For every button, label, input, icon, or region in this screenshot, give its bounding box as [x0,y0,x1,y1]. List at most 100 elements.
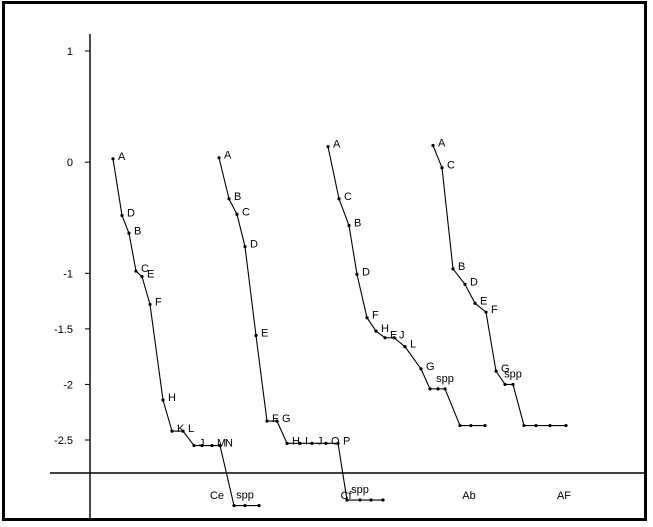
data-point [148,302,152,307]
data-point [161,398,165,402]
data-point [548,423,552,428]
data-point [458,423,462,428]
data-point [392,336,396,340]
data-point [310,441,314,445]
data-point [494,369,498,373]
point-label: B [234,191,241,203]
point-label: C [344,191,352,203]
data-point [355,272,359,276]
data-point [419,367,423,371]
y-tick-label: -2 [63,379,73,391]
data-point [451,267,455,271]
x-category-label: Ab [462,490,475,502]
y-tick-label: -2.5 [54,435,73,447]
data-point [140,275,144,279]
point-label: spp [236,490,254,502]
data-point [218,443,222,448]
data-point [227,197,231,201]
data-point [463,282,467,286]
data-point [443,387,447,391]
data-point [192,443,196,448]
point-label: G [426,361,435,373]
data-point [473,301,477,305]
data-point [436,387,440,391]
data-point [210,443,214,448]
data-point [383,336,387,340]
data-point [181,429,185,433]
point-label: K [177,423,185,435]
data-point [217,156,221,160]
data-point [534,423,538,428]
data-point [345,498,349,502]
data-point [235,212,239,216]
data-point [431,143,435,148]
point-label: F [372,310,379,322]
point-label: H [292,435,300,447]
point-label: G [501,363,510,375]
y-tick-label: 0 [67,157,73,169]
x-category-label: AF [557,490,571,502]
point-label: J [199,438,205,450]
point-label: D [250,239,258,251]
point-label: E [390,330,397,342]
point-label: D [127,207,135,219]
point-label: A [438,137,446,149]
data-point [511,382,515,387]
data-point [111,157,115,161]
data-point [564,423,568,428]
data-point [257,503,261,508]
point-label: B [458,261,465,273]
point-label: G [282,413,291,425]
point-label: A [118,151,126,163]
point-label: C [447,160,455,172]
data-point [243,245,247,249]
data-point [324,441,328,445]
y-tick-label: -1.5 [54,324,73,336]
data-point [285,441,289,445]
data-point [298,441,302,445]
data-point [440,166,444,170]
data-point [483,423,487,428]
x-category-label: Ce [210,490,224,502]
data-point [254,333,258,338]
data-point [326,144,330,149]
point-label: I [305,435,308,447]
point-label: spp [351,484,369,496]
point-label: F [155,296,162,308]
data-point [484,310,488,314]
point-label: C [141,263,149,275]
point-label: B [134,225,141,237]
data-point [374,329,378,333]
data-point [428,387,432,391]
point-label: N [225,438,233,450]
data-point [347,223,351,228]
data-point [469,423,473,428]
point-label: A [224,150,232,162]
data-point [120,213,124,218]
data-point [337,197,341,201]
point-label: B [354,217,361,229]
point-label: F [272,413,279,425]
series-line-cf [218,157,383,501]
data-point [200,443,204,448]
data-point [336,441,340,445]
point-label: C [242,206,250,218]
data-point [243,503,247,508]
point-label: A [333,139,341,151]
y-tick-label: 1 [67,46,73,58]
point-label: P [343,435,350,447]
point-label: E [480,295,487,307]
point-label: M [217,438,226,450]
data-point [275,419,279,423]
point-label: H [168,392,176,404]
point-label: O [331,435,340,447]
y-tick-label: -1 [63,268,73,280]
data-point [232,503,236,508]
data-point [127,231,131,235]
point-label: E [261,328,268,340]
data-point [134,269,138,273]
point-label: spp [436,373,454,385]
series-line-ce [112,158,259,507]
point-label: spp [504,368,522,380]
data-point [403,345,407,349]
